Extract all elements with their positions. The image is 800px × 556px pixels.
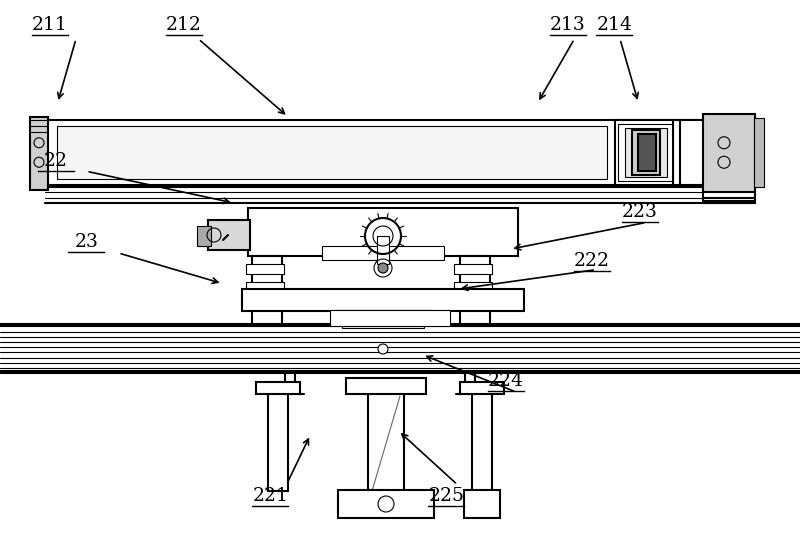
Bar: [460, 256, 490, 326]
Bar: [454, 264, 492, 274]
Bar: [368, 391, 404, 491]
Bar: [358, 230, 408, 248]
Text: 224: 224: [488, 372, 524, 390]
Text: 221: 221: [253, 487, 288, 505]
Bar: [632, 130, 660, 175]
Bar: [246, 264, 284, 274]
Bar: [268, 393, 288, 491]
Bar: [197, 226, 211, 246]
Text: 223: 223: [622, 203, 658, 221]
Text: 23: 23: [74, 233, 98, 251]
Text: 22: 22: [44, 152, 68, 170]
Bar: [208, 220, 250, 250]
Bar: [346, 378, 426, 394]
Bar: [252, 256, 282, 326]
Bar: [377, 236, 389, 264]
Bar: [57, 126, 607, 179]
Text: 225: 225: [429, 487, 465, 505]
Bar: [703, 114, 755, 193]
Bar: [248, 208, 518, 256]
Bar: [328, 212, 438, 230]
Bar: [330, 310, 450, 326]
Bar: [322, 246, 444, 260]
Circle shape: [378, 344, 388, 354]
Bar: [754, 118, 764, 187]
Bar: [246, 282, 284, 292]
Text: 212: 212: [166, 16, 202, 34]
Bar: [45, 120, 755, 185]
Text: 213: 213: [550, 16, 586, 34]
Bar: [615, 120, 705, 185]
Bar: [342, 320, 424, 328]
Bar: [242, 289, 524, 311]
Bar: [336, 310, 431, 322]
Bar: [638, 134, 656, 171]
Bar: [703, 192, 755, 201]
Text: 211: 211: [32, 16, 67, 34]
Text: 214: 214: [597, 16, 632, 34]
Bar: [464, 490, 500, 518]
Text: 222: 222: [574, 252, 610, 270]
Circle shape: [378, 263, 388, 273]
Bar: [362, 246, 404, 258]
Bar: [30, 117, 48, 190]
Bar: [256, 382, 300, 394]
Bar: [338, 490, 434, 518]
Bar: [454, 282, 492, 292]
Bar: [625, 128, 667, 177]
Bar: [460, 382, 504, 394]
Bar: [472, 393, 492, 491]
Bar: [618, 124, 673, 181]
